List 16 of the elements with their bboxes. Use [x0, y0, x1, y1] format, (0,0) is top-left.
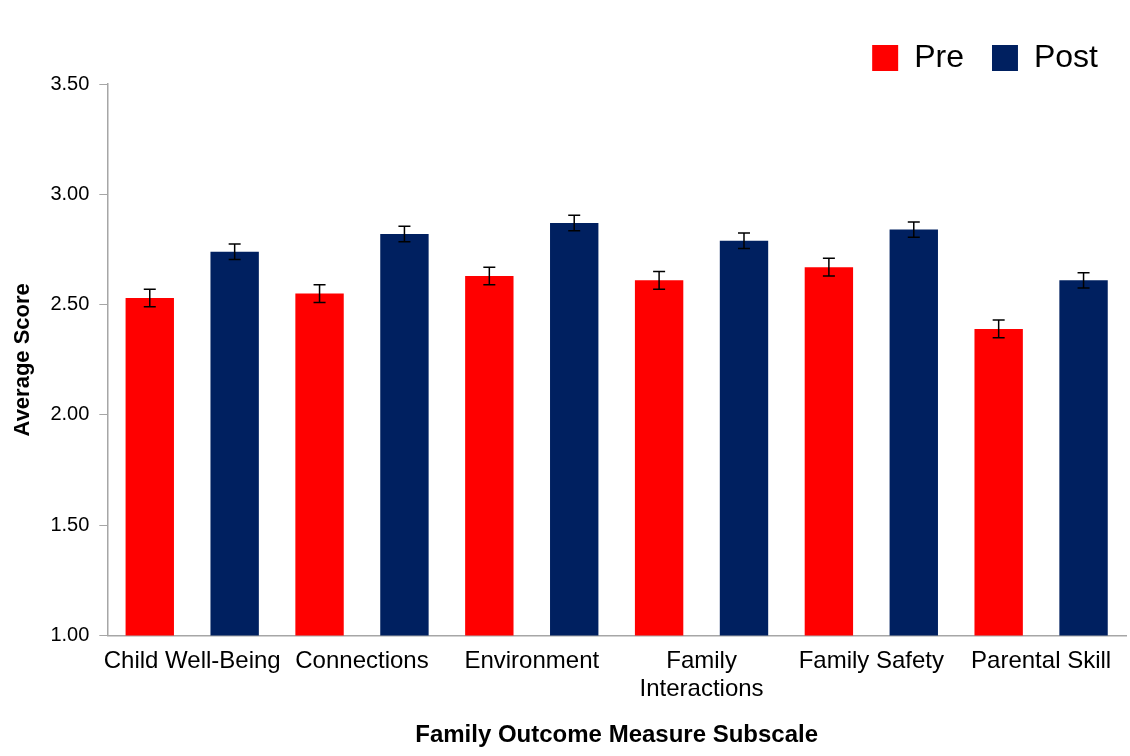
x-tick-label: Connections	[295, 645, 429, 673]
y-tick-label: 2.50	[50, 292, 90, 315]
x-axis-title: Family Outcome Measure Subscale	[415, 720, 819, 748]
y-tick-label: 1.00	[50, 623, 90, 646]
x-tick-label: Child Well-Being	[103, 645, 281, 673]
x-tick-label: Environment	[464, 645, 600, 673]
x-tick-label: Parental Skill	[971, 645, 1112, 673]
y-tick-label: 3.00	[50, 181, 90, 204]
y-tick-label: 2.00	[50, 402, 90, 425]
y-tick-label: 3.50	[50, 71, 90, 94]
legend-label: Post	[1033, 37, 1099, 74]
y-tick-label: 1.50	[50, 512, 90, 535]
x-tick-label: Family Safety	[798, 645, 945, 673]
x-tick-label: Family Interactions	[639, 645, 764, 702]
legend-label: Pre	[914, 37, 964, 74]
y-axis-title: Average Score	[9, 283, 35, 437]
